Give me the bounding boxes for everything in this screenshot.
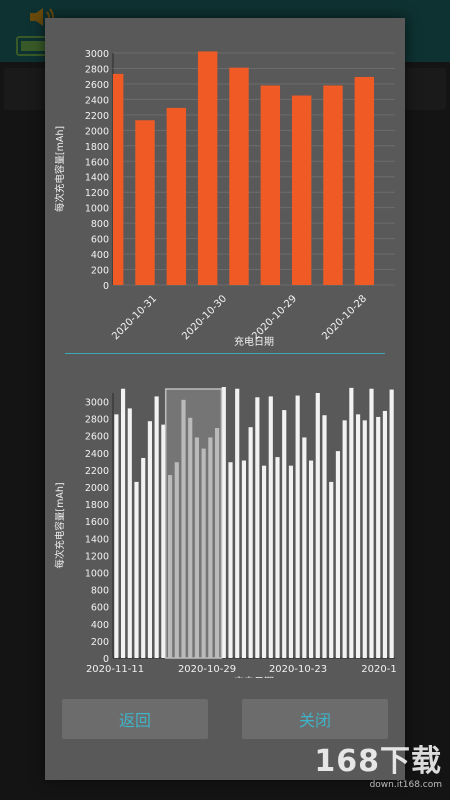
bar xyxy=(382,410,388,658)
bar xyxy=(369,388,374,658)
y-tick-label: 2400 xyxy=(85,95,109,106)
y-tick-label: 1600 xyxy=(85,517,109,528)
bar xyxy=(308,460,314,658)
bar xyxy=(342,420,347,658)
charge-capacity-chart-top: 0 200 400 600 800 1000 1200 1400 1600 1800 2000 220… xyxy=(54,49,395,348)
bar xyxy=(322,415,327,658)
y-tick-label: 400 xyxy=(91,250,109,261)
bar xyxy=(302,437,307,658)
y-tick-label: 1400 xyxy=(85,173,109,184)
bar xyxy=(376,416,381,658)
bar xyxy=(154,396,159,658)
bar xyxy=(389,389,394,658)
bar xyxy=(282,410,287,658)
bar xyxy=(323,85,343,285)
bar xyxy=(120,388,126,658)
y-tick-label: 1400 xyxy=(85,534,109,545)
x-axis-title: 充电日期 xyxy=(234,675,274,678)
x-axis-title: 充电日期 xyxy=(234,335,274,348)
bar xyxy=(260,85,281,285)
y-tick-label: 1600 xyxy=(85,157,109,168)
y-axis-title: 每次充电容量[mAh] xyxy=(54,126,66,212)
bar xyxy=(255,397,260,658)
y-tick-label: 0 xyxy=(103,281,109,292)
bar xyxy=(362,420,367,658)
back-button[interactable]: 返回 xyxy=(62,699,208,739)
y-tick-label: 1200 xyxy=(85,188,109,199)
y-axis-title: 每次充电容量[mAh] xyxy=(54,482,66,568)
y-tick-label: 600 xyxy=(91,235,109,246)
y-tick-label: 2600 xyxy=(85,80,109,91)
x-tick-label: 2020-10-31 xyxy=(110,293,159,342)
charge-capacity-chart-bottom[interactable]: 0 200 400 600 800 1000 1200 1400 1600 1800 2000 220… xyxy=(45,358,405,678)
bar xyxy=(329,481,334,658)
watermark-logo: 168下载 down.it168.com xyxy=(314,744,442,790)
y-tick-label: 2800 xyxy=(85,415,109,426)
x-tick-label: 2020-1 xyxy=(361,664,396,675)
y-tick-label: 2000 xyxy=(85,126,109,137)
bar xyxy=(248,427,253,658)
y-tick-label: 3000 xyxy=(85,398,109,409)
bar xyxy=(315,393,320,658)
bar xyxy=(197,51,218,285)
y-tick-label: 1800 xyxy=(85,500,109,511)
bar xyxy=(221,387,226,658)
y-tick-label: 2600 xyxy=(85,432,109,443)
bar xyxy=(161,424,166,658)
x-tick-label: 2020-11-11 xyxy=(86,664,144,675)
x-tick-label: 2020-10-23 xyxy=(269,664,327,675)
bar xyxy=(268,396,273,658)
close-button[interactable]: 关闭 xyxy=(242,699,388,739)
y-tick-label: 800 xyxy=(91,586,109,597)
y-tick-label: 400 xyxy=(91,620,109,631)
bar xyxy=(355,414,361,658)
y-tick-label: 2200 xyxy=(85,111,109,122)
y-tick-label: 200 xyxy=(91,637,109,648)
bar xyxy=(114,414,119,658)
x-tick-label: 2020-10-28 xyxy=(320,293,369,342)
y-tick-label: 600 xyxy=(91,603,109,614)
bar xyxy=(335,451,341,658)
bar xyxy=(147,421,153,658)
charge-history-dialog: 0 200 400 600 800 1000 1200 1400 1600 1800 2000 220… xyxy=(45,18,405,780)
y-tick-label: 2400 xyxy=(85,449,109,460)
y-tick-label: 0 xyxy=(103,654,109,665)
bar xyxy=(291,95,312,286)
bar xyxy=(354,76,375,285)
bar xyxy=(229,67,249,285)
bar xyxy=(228,462,233,658)
y-tick-label: 800 xyxy=(91,219,109,230)
y-tick-label: 2800 xyxy=(85,64,109,75)
bar xyxy=(166,107,187,285)
bar xyxy=(127,408,132,658)
y-tick-label: 1800 xyxy=(85,142,109,153)
bar xyxy=(288,465,294,658)
bar xyxy=(235,388,240,658)
bar xyxy=(261,465,267,658)
bar xyxy=(134,481,139,658)
y-tick-label: 3000 xyxy=(85,49,109,60)
bar xyxy=(135,120,155,285)
x-tick-label: 2020-10-30 xyxy=(180,293,229,342)
bar xyxy=(113,73,124,285)
bar xyxy=(141,457,146,658)
bar xyxy=(275,457,280,658)
y-tick-label: 200 xyxy=(91,266,109,277)
y-tick-label: 1000 xyxy=(85,569,109,580)
selection-window xyxy=(164,388,223,659)
y-tick-label: 2000 xyxy=(85,483,109,494)
chart-divider xyxy=(65,353,385,354)
bar xyxy=(241,460,247,658)
x-tick-label: 2020-10-29 xyxy=(178,664,236,675)
y-tick-label: 1200 xyxy=(85,551,109,562)
y-tick-label: 2200 xyxy=(85,466,109,477)
bar xyxy=(349,387,354,658)
bar xyxy=(295,395,300,658)
x-tick-label: 2020-10-29 xyxy=(250,293,299,342)
y-tick-label: 1000 xyxy=(85,204,109,215)
